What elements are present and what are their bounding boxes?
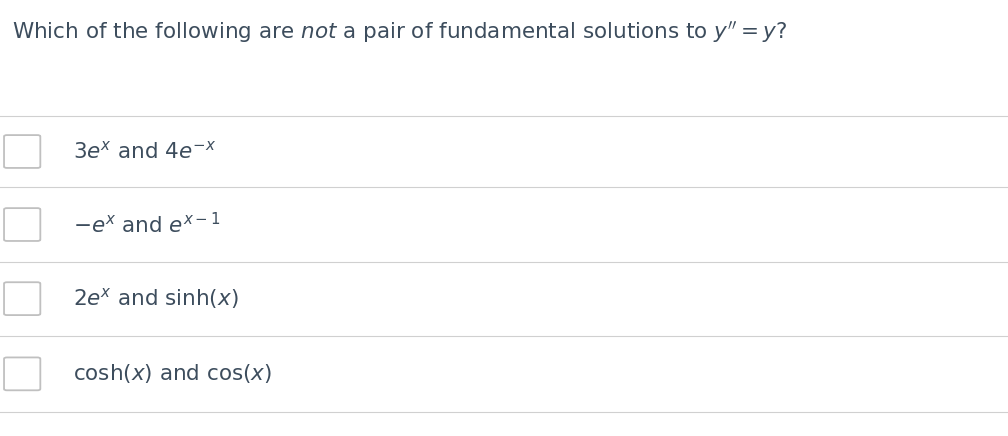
FancyBboxPatch shape xyxy=(4,282,40,315)
FancyBboxPatch shape xyxy=(4,135,40,168)
Text: Which of the following are $\it{not}$ a pair of fundamental solutions to $y'' = : Which of the following are $\it{not}$ a … xyxy=(12,20,787,45)
Text: cosh($x$) and cos($x$): cosh($x$) and cos($x$) xyxy=(73,362,272,385)
FancyBboxPatch shape xyxy=(4,358,40,390)
Text: 3$e^x$ and 4$e^{-x}$: 3$e^x$ and 4$e^{-x}$ xyxy=(73,140,216,163)
Text: $-e^x$ and $e^{x-1}$: $-e^x$ and $e^{x-1}$ xyxy=(73,212,220,237)
Text: 2$e^x$ and sinh($x$): 2$e^x$ and sinh($x$) xyxy=(73,286,238,311)
FancyBboxPatch shape xyxy=(4,208,40,241)
